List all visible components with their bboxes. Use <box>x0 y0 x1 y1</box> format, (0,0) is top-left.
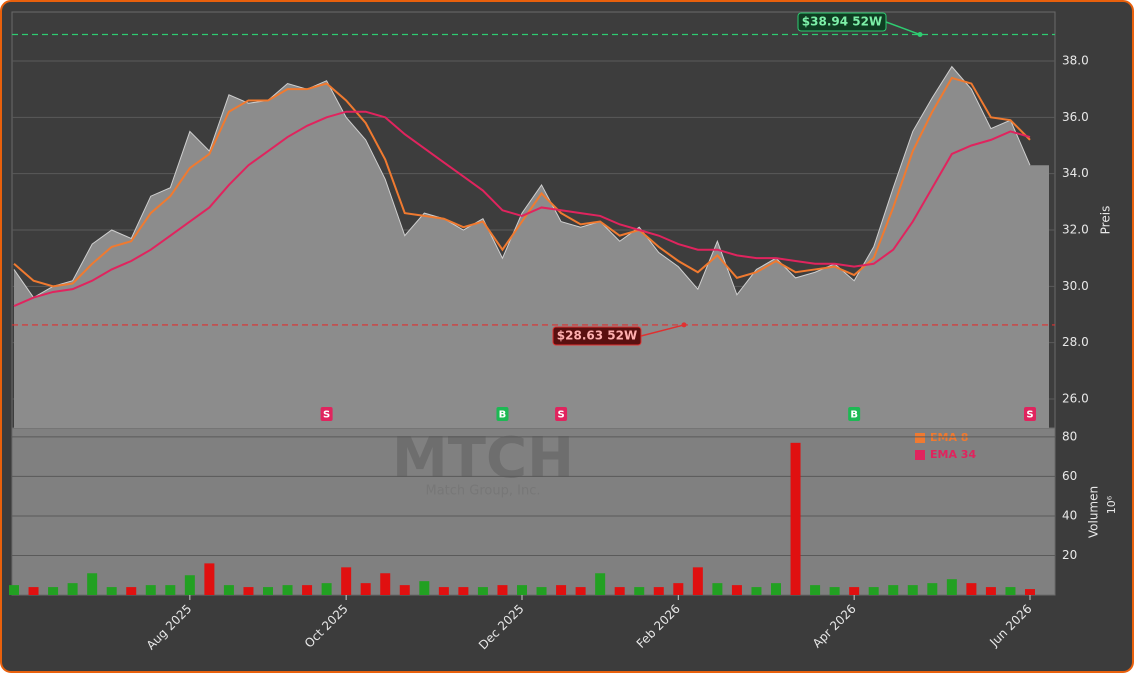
y-tick-label: 20 <box>1062 548 1077 562</box>
volume-bar <box>28 587 39 595</box>
volume-bar <box>517 585 527 595</box>
signal-label: S <box>557 410 564 421</box>
arrow-head <box>681 322 687 328</box>
volume-bar <box>946 579 957 595</box>
volume-bar <box>302 585 313 595</box>
y-axis-unit: 10⁶ <box>1105 495 1118 514</box>
volume-bar <box>87 573 98 595</box>
y-tick-label: 34.0 <box>1062 166 1089 180</box>
signal-label: S <box>1026 410 1033 421</box>
volume-bar <box>985 587 996 595</box>
volume-bar <box>888 585 899 595</box>
volume-bar <box>438 587 449 595</box>
volume-bar <box>1025 589 1035 595</box>
volume-bar <box>145 585 156 595</box>
volume-bar <box>556 585 567 595</box>
y-tick-label: 26.0 <box>1062 391 1089 405</box>
signal-label: B <box>850 410 858 421</box>
signal-badge <box>1024 407 1036 421</box>
volume-bar <box>9 585 19 595</box>
y-tick-label: 40 <box>1062 508 1077 522</box>
y-tick-label: 32.0 <box>1062 222 1089 236</box>
volume-bar <box>360 583 371 595</box>
volume-bar <box>399 585 410 595</box>
volume-bar <box>595 573 606 595</box>
volume-bar <box>829 587 840 595</box>
y-tick-label: 38.0 <box>1062 54 1089 68</box>
signal-badge <box>555 407 568 421</box>
extreme-arrow <box>640 324 685 337</box>
legend-swatch <box>915 433 925 443</box>
legend-swatch <box>915 450 925 460</box>
volume-bar <box>477 587 488 595</box>
y-tick-label: 80 <box>1062 429 1077 443</box>
volume-bar <box>419 581 430 595</box>
volume-bar <box>673 583 684 595</box>
volume-bar <box>321 583 332 595</box>
volume-bar <box>810 585 821 595</box>
volume-bar <box>126 587 137 595</box>
volume-bar <box>184 575 195 595</box>
signal-badge <box>496 407 509 421</box>
volume-bar <box>48 587 59 595</box>
volume-bar <box>263 587 273 595</box>
extreme-label: $38.94 52W <box>802 15 882 29</box>
volume-bar <box>771 583 781 595</box>
volume-bar <box>653 587 664 595</box>
volume-bar <box>223 585 234 595</box>
volume-bar <box>927 583 938 595</box>
price-area <box>14 66 1049 428</box>
volume-bar <box>575 587 586 595</box>
y-tick-label: 28.0 <box>1062 335 1089 349</box>
volume-bar <box>692 567 703 595</box>
volume-bar <box>868 587 879 595</box>
volume-bar <box>282 585 293 595</box>
volume-bar <box>341 567 352 595</box>
extreme-label: $28.63 52W <box>557 329 637 343</box>
y-tick-label: 30.0 <box>1062 279 1089 293</box>
ema-line <box>13 110 1031 307</box>
extreme-box <box>797 12 887 32</box>
signal-label: B <box>499 410 507 421</box>
volume-bar <box>458 587 469 595</box>
volume-bar <box>907 585 918 595</box>
y-tick-label: 36.0 <box>1062 110 1089 124</box>
volume-bar <box>536 587 547 595</box>
volume-bar <box>106 587 117 595</box>
legend-label: EMA 8 <box>930 431 968 444</box>
company-watermark: Match Group, Inc. <box>426 484 541 499</box>
arrow-head <box>917 32 923 38</box>
volume-bar <box>614 587 625 595</box>
volume-bar <box>165 585 176 595</box>
volume-bar <box>849 587 860 595</box>
volume-bar <box>1005 587 1016 595</box>
volume-bar <box>634 587 645 595</box>
volume-bar <box>380 573 391 595</box>
volume-bar <box>67 583 78 595</box>
y-tick-label: 60 <box>1062 469 1077 483</box>
volume-bar <box>731 585 742 595</box>
ema-line <box>13 76 1031 288</box>
signal-badge <box>848 407 861 421</box>
y-axis-label: Preis <box>1099 206 1113 235</box>
volume-bar <box>751 587 762 595</box>
volume-bar <box>790 442 801 595</box>
volume-bar <box>966 583 977 595</box>
signal-label: S <box>323 410 330 421</box>
y-axis-label: Volumen <box>1087 486 1101 538</box>
signal-badge <box>320 407 333 421</box>
extreme-box <box>552 326 642 346</box>
volume-bar <box>204 563 215 595</box>
volume-bar <box>497 585 508 595</box>
legend-label: EMA 34 <box>930 448 976 461</box>
ticker-watermark: MTCH <box>392 426 574 491</box>
extreme-arrow <box>885 21 921 36</box>
volume-bar <box>712 583 723 595</box>
volume-bar <box>243 587 254 595</box>
